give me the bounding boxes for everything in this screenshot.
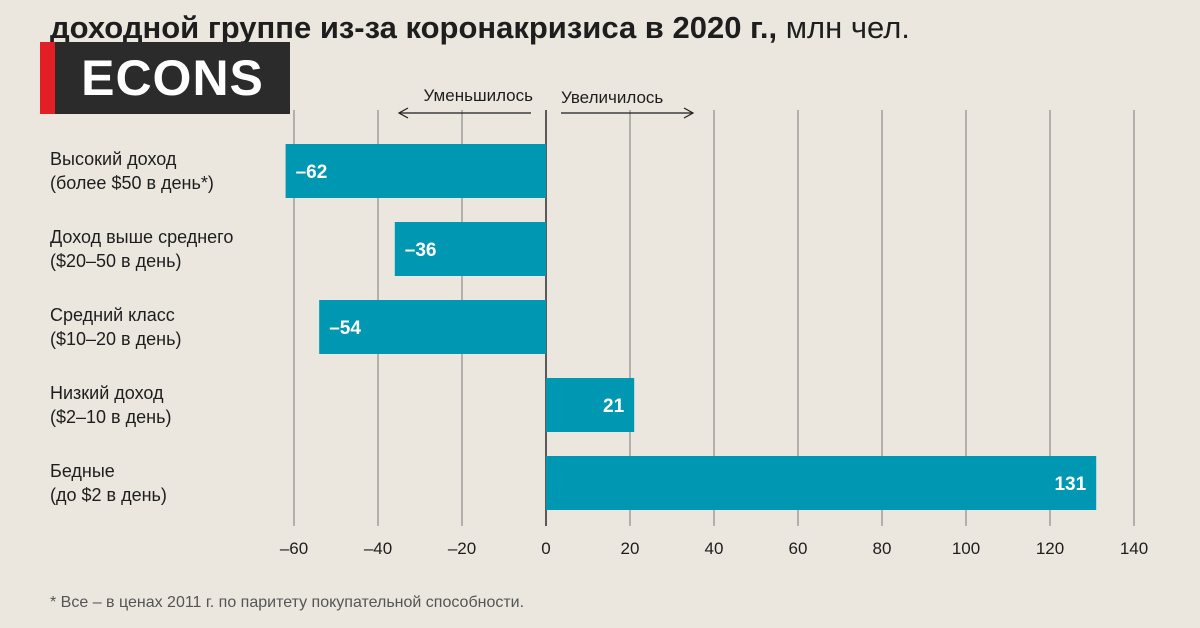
x-tick-label: 40	[705, 539, 724, 558]
category-label: Средний класс	[50, 305, 175, 325]
direction-label-decrease: Уменьшилось	[424, 86, 534, 105]
logo-text: ECONS	[55, 42, 290, 114]
arrow-right-head	[683, 107, 695, 119]
x-tick-label: 100	[952, 539, 980, 558]
category-sublabel: (до $2 в день)	[50, 485, 167, 505]
chart-title: доходной группе из-за коронакризиса в 20…	[50, 6, 910, 50]
x-tick-label: –20	[448, 539, 476, 558]
category-label: Доход выше среднего	[50, 227, 233, 247]
category-sublabel: ($10–20 в день)	[50, 329, 181, 349]
x-tick-label: –60	[280, 539, 308, 558]
x-tick-label: 80	[873, 539, 892, 558]
bar	[394, 222, 546, 276]
bar-value-label: –62	[296, 162, 328, 183]
title-unit: млн чел.	[785, 10, 910, 45]
bar	[285, 144, 546, 198]
footnote: * Все – в ценах 2011 г. по паритету поку…	[50, 594, 525, 611]
category-label: Высокий доход	[50, 149, 177, 169]
x-tick-label: 20	[621, 539, 640, 558]
bar-value-label: 131	[1054, 474, 1086, 495]
bar-value-label: –54	[329, 318, 361, 339]
logo-accent-bar	[40, 42, 55, 114]
title-main: доходной группе из-за коронакризиса в 20…	[50, 10, 778, 45]
category-sublabel: ($2–10 в день)	[50, 407, 171, 427]
x-tick-label: 60	[789, 539, 808, 558]
bar-value-label: 21	[603, 396, 625, 417]
x-tick-label: 120	[1036, 539, 1064, 558]
category-sublabel: ($20–50 в день)	[50, 251, 181, 271]
x-tick-label: 140	[1120, 539, 1148, 558]
category-label: Низкий доход	[50, 383, 164, 403]
category-label: Бедные	[50, 461, 115, 481]
bar	[319, 300, 546, 354]
bar-value-label: –36	[405, 240, 437, 261]
x-tick-label: –40	[364, 539, 392, 558]
bar	[546, 378, 635, 432]
arrow-left-head	[397, 107, 409, 119]
direction-label-increase: Увеличилось	[561, 88, 663, 107]
econs-logo: ECONS	[40, 42, 290, 114]
category-sublabel: (более $50 в день*)	[50, 173, 214, 193]
x-tick-label: 0	[541, 539, 550, 558]
bar	[546, 456, 1097, 510]
